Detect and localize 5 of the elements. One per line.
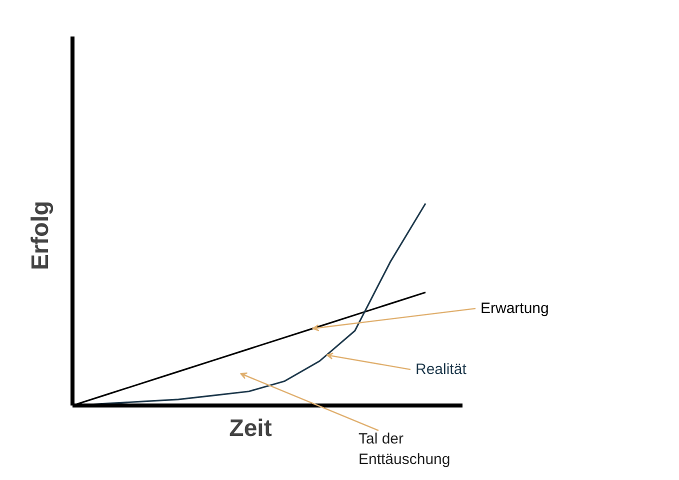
text: Tal der Enttäuschung (358, 430, 450, 468)
text: Erwartung (480, 300, 549, 317)
y-axis-title: Erfolg (27, 200, 54, 270)
text: Realität (416, 361, 468, 378)
x-axis-title: Zeit (229, 415, 272, 442)
